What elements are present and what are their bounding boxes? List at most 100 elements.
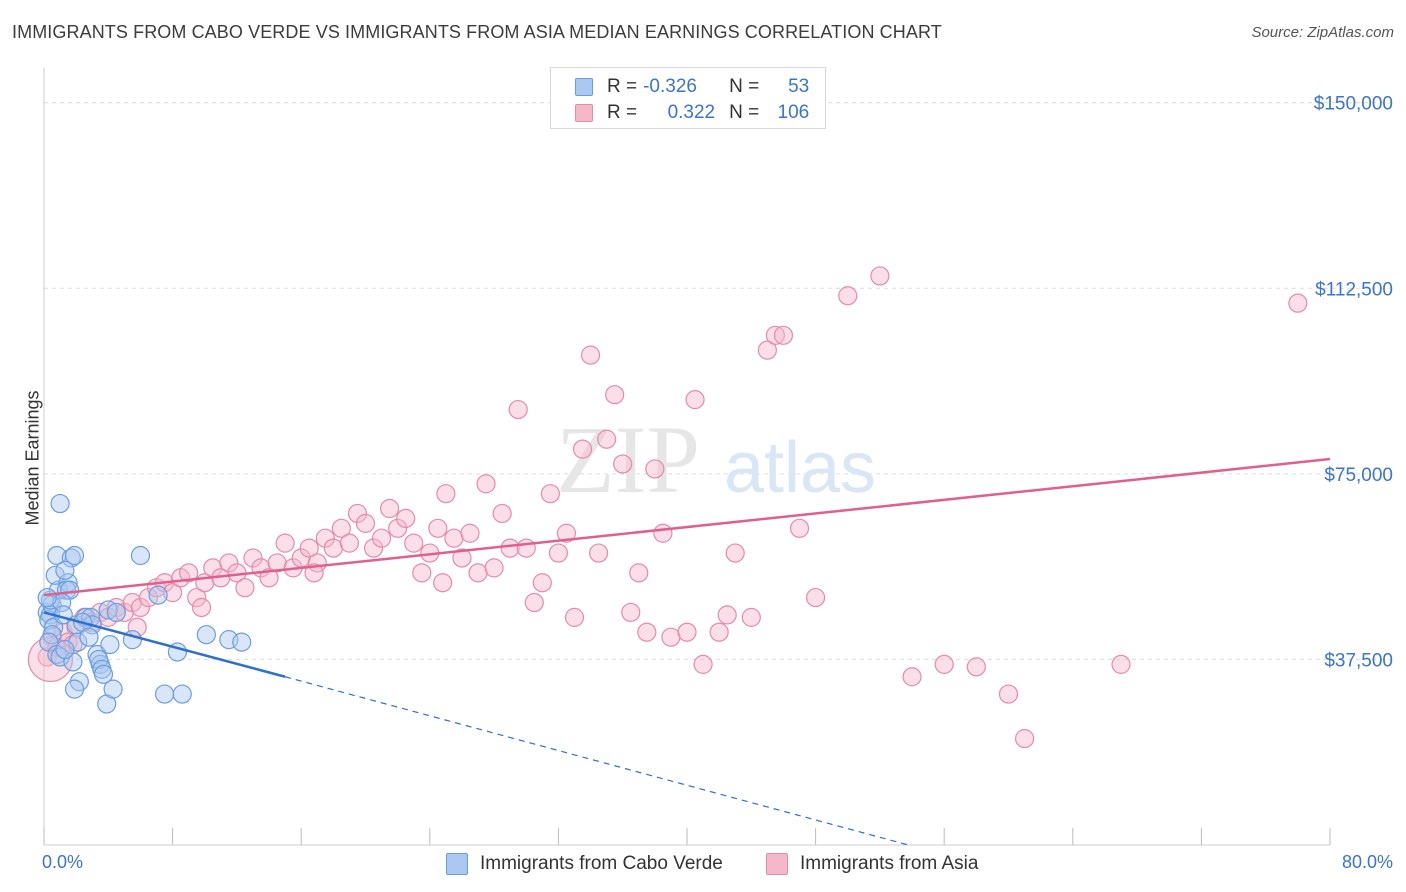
data-point [64, 679, 85, 699]
data-point [838, 286, 858, 306]
data-point [444, 528, 464, 548]
legend-n-value: 53 [788, 76, 810, 97]
y-tick-labels: $37,500 $75,000 $112,500 $150,000 [1314, 94, 1393, 672]
data-point [661, 627, 681, 647]
data-point [653, 523, 673, 543]
data-point [61, 548, 81, 568]
bottom-legend-swatch-pink [766, 853, 788, 875]
data-point [93, 664, 114, 684]
data-point [452, 548, 472, 568]
data-point [371, 528, 392, 548]
asia-trend-line [43, 457, 1331, 597]
y-axis-label: Median Earnings [22, 390, 43, 526]
data-point [347, 503, 368, 524]
data-point [484, 558, 504, 578]
data-point [299, 538, 319, 558]
data-point [629, 563, 649, 583]
data-point [757, 340, 777, 360]
data-point [500, 538, 520, 558]
bottom-legend-cabo-verde: Immigrants from Cabo Verde [446, 851, 723, 877]
data-point [508, 399, 528, 420]
grid-lines [44, 102, 1395, 660]
data-point [259, 568, 279, 588]
data-point [304, 563, 324, 583]
source-label: Source: ZipAtlas.com [1251, 24, 1394, 41]
data-point [179, 563, 199, 583]
legend-swatch-pink [575, 104, 593, 122]
legend-n-label: N = [729, 76, 760, 97]
data-point [100, 634, 120, 655]
data-point [524, 592, 544, 613]
data-point [870, 266, 890, 286]
data-point [196, 625, 216, 645]
data-point [605, 385, 625, 405]
data-point [130, 545, 151, 566]
data-point [243, 548, 263, 568]
cabo-verde-points [37, 493, 252, 714]
y-tick-label: $75,000 [1324, 465, 1393, 486]
data-point [709, 622, 729, 642]
x-tick-min: 0.0% [42, 852, 84, 872]
data-point [50, 493, 70, 514]
correlation-legend: R = -0.326 N = 53 R = 0.322 N = 106 [550, 67, 826, 129]
data-point [621, 602, 641, 623]
data-point [363, 538, 384, 558]
data-point [412, 563, 432, 583]
data-point [645, 459, 665, 479]
data-point [773, 325, 794, 345]
data-point [106, 602, 126, 623]
data-point [235, 578, 255, 598]
y-tick-label: $150,000 [1314, 94, 1393, 115]
data-point [98, 600, 118, 620]
data-point [613, 454, 633, 474]
y-tick-label: $112,500 [1315, 279, 1393, 300]
data-point [597, 429, 617, 449]
data-point [572, 439, 593, 459]
axes [43, 68, 1331, 846]
data-point [154, 684, 175, 704]
data-point [516, 538, 536, 558]
data-point [637, 622, 657, 642]
x-tick-max: 80.0% [1341, 852, 1393, 872]
cabo-verde-trend-extension [284, 676, 909, 846]
data-point [55, 560, 75, 580]
data-point [323, 538, 343, 558]
data-point [685, 390, 705, 410]
data-point [339, 533, 360, 553]
data-point [540, 484, 560, 504]
data-point [725, 543, 745, 563]
watermark: ZIP atlas [556, 406, 876, 513]
legend-row-asia: R = 0.322 N = 106 [575, 101, 809, 125]
legend-n-label: N = [729, 102, 760, 123]
data-point [966, 657, 986, 677]
data-point [1014, 729, 1035, 749]
data-point [232, 632, 252, 652]
data-point [902, 667, 922, 687]
data-point [580, 345, 601, 365]
data-point [741, 607, 761, 627]
data-point [548, 543, 569, 563]
data-point [187, 587, 207, 608]
data-point [191, 597, 212, 618]
legend-r-value: -0.326 [643, 76, 697, 97]
bottom-legend-label: Immigrants from Asia [800, 853, 979, 874]
data-point [532, 573, 552, 593]
data-point [460, 523, 480, 543]
data-point [219, 553, 239, 573]
data-point [934, 654, 954, 674]
data-point [1111, 654, 1131, 674]
data-point [55, 639, 75, 660]
data-point [805, 587, 826, 608]
data-point [556, 523, 577, 543]
data-point [275, 533, 295, 553]
data-point [564, 607, 585, 627]
data-point [717, 605, 737, 625]
legend-swatch-blue [575, 78, 593, 96]
data-point [130, 597, 151, 618]
trend-lines [43, 457, 1331, 846]
data-point [163, 583, 183, 603]
data-point [436, 484, 456, 504]
data-point [315, 528, 335, 548]
data-point [693, 654, 713, 674]
data-point [492, 503, 512, 524]
